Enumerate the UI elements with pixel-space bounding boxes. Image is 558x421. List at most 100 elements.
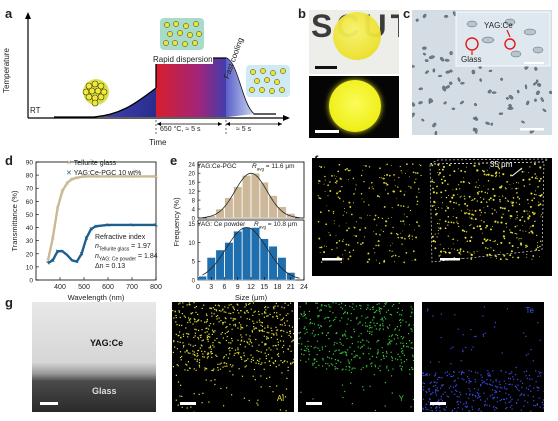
d-point (130, 174, 134, 179)
d-ytick-label: 50 (26, 212, 34, 219)
pgc-micrograph (412, 10, 552, 135)
e-bar (215, 208, 225, 219)
d-series-1 (47, 223, 156, 265)
d-point (89, 227, 93, 231)
cooled-pgc-icon (246, 65, 290, 97)
d-point (55, 206, 60, 210)
e-fit-1 (202, 227, 300, 279)
e-bar (251, 172, 260, 219)
d-point (94, 224, 98, 229)
d-xtick-label: 400 (54, 284, 66, 291)
sem-glass-label: Glass (92, 386, 117, 396)
e-xtick-label: 18 (274, 284, 282, 291)
d-point (51, 258, 55, 263)
dispersed-melt-icon (160, 18, 204, 50)
eds-map-y: Y (298, 302, 414, 412)
a-rapid-label: Rapid dispersion (153, 55, 213, 64)
a-cond1: 650 °C, ≈ 5 s (160, 126, 201, 133)
confocal-3d-image (312, 158, 552, 276)
a-rt-label: RT (30, 106, 41, 115)
e-top-label: YAG:Ce-PGC (197, 163, 237, 170)
d-ylabel: Transmittance (%) (10, 190, 19, 251)
g-scale-bar-y (306, 402, 322, 405)
e-bar (259, 181, 269, 219)
d-point (75, 259, 79, 264)
d-xtick-label: 600 (102, 284, 114, 291)
d-point (106, 174, 110, 179)
glass-circle (465, 37, 479, 51)
a-cond2: ≈ 5 s (236, 126, 252, 133)
e-xtick-label: 15 (260, 284, 268, 291)
e-ytick-label: 0 (192, 278, 196, 284)
d-plot-frame (35, 161, 157, 281)
e-bar (242, 227, 251, 281)
d-ytick-label: 0 (29, 278, 33, 285)
pgc-disk-daylight (333, 12, 381, 60)
d-point (46, 261, 50, 265)
eds-te-label: Te (525, 306, 534, 315)
e-xtick-label: 3 (209, 284, 213, 291)
d-point (82, 174, 86, 179)
e-xtick-label: 21 (287, 284, 295, 291)
c-glass-label: Glass (461, 55, 482, 64)
pgc-disk-uv (329, 80, 381, 132)
e-ytick-label: 0 (192, 216, 196, 222)
d-xtick-label: 500 (78, 284, 90, 291)
e-bar (233, 231, 243, 281)
g-scale-bar-sem (40, 402, 58, 405)
d-ytick-label: 70 (26, 186, 34, 193)
e-bar (268, 246, 278, 281)
e-ytick-label: 4 (192, 207, 196, 213)
d-ytick-label: 20 (26, 251, 34, 258)
b-scale-bar-top (315, 66, 337, 69)
d-ri-line2: nYAG: Ce powder = 1.84 (95, 253, 158, 263)
b-scale-bar-bottom (315, 130, 339, 133)
e-ytick-label: 12 (188, 189, 195, 195)
e-ytick-label: 20 (188, 172, 195, 178)
d-ytick-label: 90 (26, 160, 34, 167)
d-xtick-label: 800 (150, 284, 162, 291)
panel-c-letter: c (403, 6, 411, 21)
d-point (55, 249, 60, 253)
d-point (130, 223, 134, 227)
e-bar (224, 197, 234, 219)
pgc-photo-uv (309, 76, 399, 138)
panel-g-letter: g (5, 295, 13, 310)
d-series-0 (46, 175, 156, 261)
e-ytick-label: 24 (188, 163, 195, 169)
d-point (154, 223, 158, 227)
e-bar (259, 238, 269, 281)
e-bar (268, 195, 278, 219)
e-bar (251, 227, 260, 281)
panel-a-letter: a (5, 6, 13, 21)
panel-e-letter: e (170, 153, 178, 168)
d-point (60, 249, 65, 253)
d-point (65, 181, 69, 185)
pgc-photo-daylight: SCUT (309, 10, 399, 74)
e-bar (215, 249, 225, 281)
transmittance-chart: 400 500 600 700 800 0 10 20 30 40 50 60 70 80 90 Wavele… (10, 160, 162, 303)
eds-map-al: Al (172, 302, 294, 412)
d-point (70, 258, 74, 263)
heating-ramp (54, 88, 156, 117)
agglomerate-icon (82, 79, 109, 107)
d-point (106, 223, 110, 227)
e-ytick-label: 10 (188, 241, 195, 247)
c-yag-label: YAG:Ce (484, 21, 513, 30)
f-scale-label: 35 μm (490, 160, 513, 169)
d-xlabel: Wavelength (nm) (68, 293, 125, 302)
d-ytick-label: 40 (26, 225, 34, 232)
e-xtick-label: 6 (223, 284, 227, 291)
e-xtick-label: 12 (247, 284, 255, 291)
d-point (70, 177, 74, 181)
panel-a-diagram (25, 12, 290, 134)
e-xlabel: Size (μm) (235, 293, 268, 302)
e-xtick-label: 0 (196, 284, 200, 291)
g-scale-bar-al (180, 402, 196, 405)
yag-circle (504, 38, 516, 50)
e-fit-0 (202, 172, 300, 218)
e-ylabel: Frequency (%) (172, 197, 181, 247)
e-bottom-ravg: Ravg = 10.8 μm (254, 221, 297, 230)
d-legend-2: ✕ YAG:Ce-PGC 10 wt% (66, 170, 142, 177)
